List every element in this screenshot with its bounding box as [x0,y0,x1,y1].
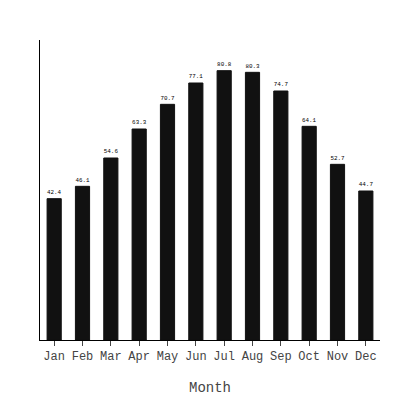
svg-text:54.6: 54.6 [104,148,119,155]
svg-text:Sep: Sep [270,350,292,364]
svg-text:74.7: 74.7 [274,81,289,88]
svg-text:80.3: 80.3 [245,63,260,70]
svg-text:Feb: Feb [72,350,94,364]
svg-text:Jul: Jul [213,350,235,364]
svg-text:64.1: 64.1 [302,117,316,124]
svg-text:Month: Month [189,380,231,396]
svg-text:42.4: 42.4 [47,189,61,196]
svg-text:70.7: 70.7 [160,95,175,102]
svg-text:Nov: Nov [327,350,349,364]
svg-text:Mar: Mar [100,350,122,364]
svg-text:80.8: 80.8 [217,61,232,68]
svg-text:Apr: Apr [128,350,150,364]
svg-text:Oct: Oct [298,350,320,364]
svg-text:63.3: 63.3 [132,119,147,126]
svg-text:Dec: Dec [355,350,377,364]
svg-text:May: May [157,350,179,364]
svg-text:77.1: 77.1 [189,73,203,80]
svg-text:Jan: Jan [43,350,65,364]
svg-text:Jun: Jun [185,350,207,364]
svg-text:46.1: 46.1 [75,177,89,184]
svg-text:52.7: 52.7 [330,155,345,162]
svg-text:Aug: Aug [242,350,264,364]
svg-text:44.7: 44.7 [359,181,374,188]
